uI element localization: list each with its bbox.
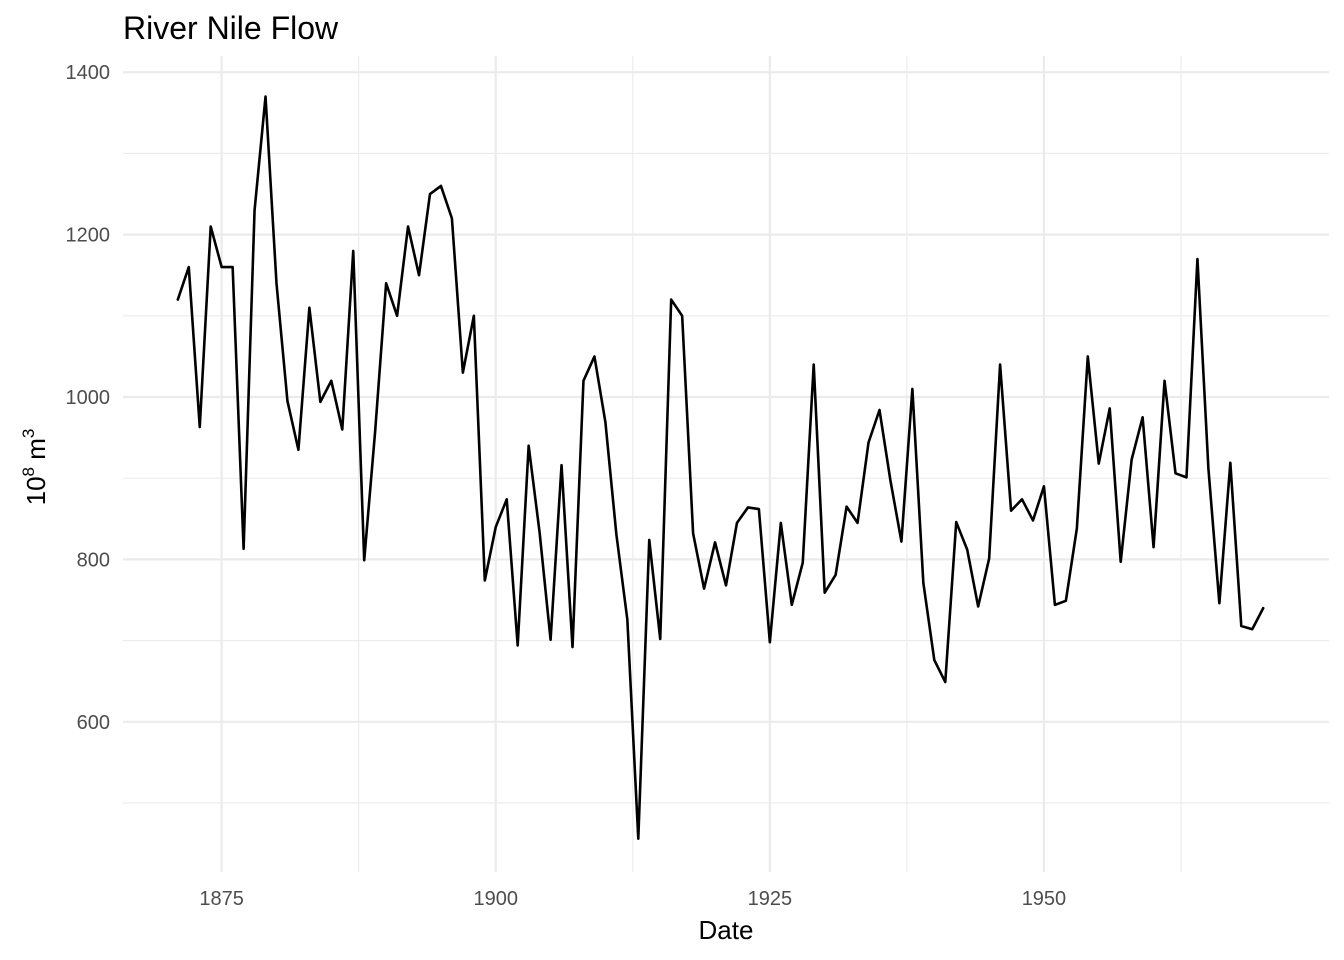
y-tick-label: 1000 <box>66 387 111 409</box>
y-axis-title-unit: m <box>21 438 51 467</box>
major-gridlines <box>123 56 1329 872</box>
x-tick-label: 1875 <box>199 888 244 910</box>
x-axis-title: Date <box>699 915 754 945</box>
y-tick-label: 800 <box>77 549 110 571</box>
y-tick-label: 600 <box>77 712 110 734</box>
y-tick-labels: 600 800 1000 1200 1400 <box>66 62 111 734</box>
minor-gridlines <box>123 56 1329 872</box>
y-axis-title-exponent: 8 <box>19 467 38 476</box>
x-tick-label: 1925 <box>748 888 793 910</box>
chart-title: River Nile Flow <box>123 10 339 46</box>
series-layer <box>176 95 1265 841</box>
y-axis-title-base: 10 <box>21 476 51 505</box>
y-tick-label: 1200 <box>66 225 111 247</box>
y-axis-title-unit-exponent: 3 <box>19 429 38 438</box>
x-tick-label: 1950 <box>1022 888 1067 910</box>
series-line <box>176 95 1265 841</box>
y-tick-label: 1400 <box>66 62 111 84</box>
x-tick-labels: 1875 1900 1925 1950 <box>199 888 1066 910</box>
y-axis-title: 108 m3 <box>19 429 51 506</box>
x-tick-label: 1900 <box>474 888 519 910</box>
